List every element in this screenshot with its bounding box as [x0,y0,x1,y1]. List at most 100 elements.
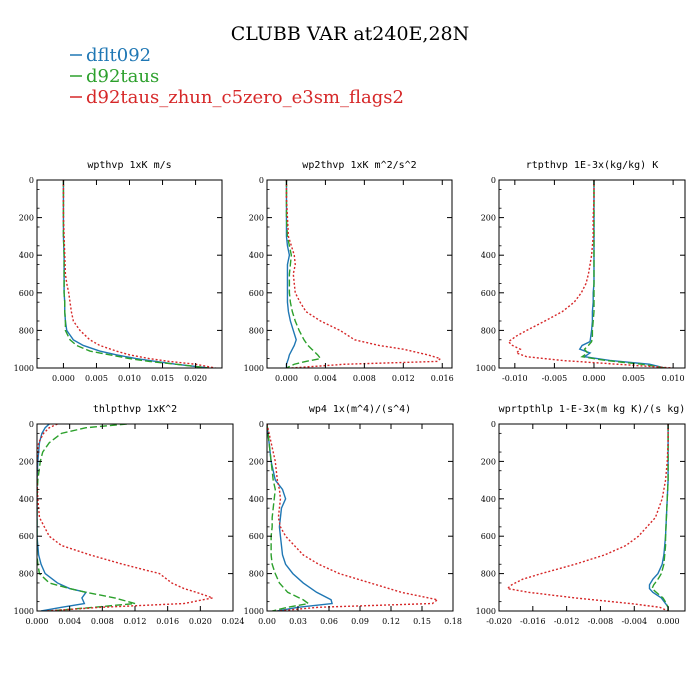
series-line-d92taus-zhun-c5zero-e3sm-flags2 [62,180,216,368]
y-tick-label: 600 [249,532,264,541]
legend-item-d92taus: d92taus [70,66,159,87]
y-tick-label: 1000 [244,607,264,616]
panel-wprtpthlp: wprtpthlp 1-E-3x(m kg K)/(s kg)0 200 400 60… [476,404,686,626]
y-tick-label: 800 [19,326,34,335]
series-group [505,424,669,611]
series-line-d92taus [62,180,209,368]
x-tick-label: -0.020 [486,617,512,626]
y-tick-label: 1000 [476,364,496,373]
panel-title: rtpthvp 1E-3x(kg/kg) K [526,160,658,171]
x-tick-label: 0.03 [289,617,307,626]
x-tick-label: 0.016 [156,617,179,626]
series-line-d92taus-zhun-c5zero-e3sm-flags2 [507,180,674,368]
y-tick-label: 1000 [14,607,34,616]
panel-wp2thvp: wp2thvp 1xK m^2/s^2 0 200 400 600 800 1000 0.00… [244,160,454,383]
x-tick-label: 0.00 [258,617,276,626]
legend-label: dflt092 [86,45,151,66]
x-tick-label: 0.005 [85,374,108,383]
y-tick-label: 600 [19,532,34,541]
x-tick-label: 0.06 [320,617,338,626]
y-tick-label: 1000 [476,607,496,616]
panel-title: wp2thvp 1xK m^2/s^2 [302,160,416,171]
x-tick-label: -0.005 [542,374,568,383]
y-tick-label: 0 [491,420,496,429]
y-tick-label: 400 [481,251,496,260]
series-line-d92taus [285,180,322,368]
y-tick-label: 0 [259,176,264,185]
x-tick-label: 0.000 [275,374,298,383]
panel-rtpthvp: rtpthvp 1E-3x(kg/kg) K 0 200 400 600 800 1000 -… [476,160,686,383]
x-tick-label: 0.005 [622,374,645,383]
series-line-d92taus [37,424,136,611]
y-tick-label: 200 [19,457,34,466]
plot-frame [498,179,686,369]
series-line-d92taus [651,424,669,611]
x-tick-label: 0.010 [118,374,141,383]
series-group [285,180,442,368]
x-tick-label: 0.12 [382,617,400,626]
y-tick-label: 800 [249,326,264,335]
plot-frame [266,179,453,369]
x-tick-label: 0.15 [413,617,431,626]
x-tick-label: 0.016 [431,374,454,383]
x-tick-label: 0.000 [583,374,606,383]
legend-label: d92taus_zhun_c5zero_e3sm_flags2 [86,87,404,108]
legend-item-dflt092: dflt092 [70,45,151,66]
y-tick-label: 400 [19,495,34,504]
series-line-dflt092 [267,424,333,611]
x-tick-label: 0.008 [91,617,114,626]
y-tick-label: 200 [481,457,496,466]
x-tick-label: 0.000 [52,374,75,383]
series-group [62,180,216,368]
y-tick-label: 200 [249,457,264,466]
x-tick-label: 0.020 [184,374,207,383]
x-tick-label: 0.012 [124,617,147,626]
x-tick-label: -0.012 [554,617,580,626]
y-tick-label: 0 [491,176,496,185]
y-tick-label: 1000 [14,364,34,373]
legend-item-d92taus-zhun: d92taus_zhun_c5zero_e3sm_flags2 [70,87,404,108]
y-tick-label: 200 [249,214,264,223]
y-tick-label: 600 [481,532,496,541]
y-tick-label: 800 [481,326,496,335]
x-tick-label: 0.010 [662,374,685,383]
y-tick-label: 400 [19,251,34,260]
series-line-d92taus [580,180,666,368]
panel-wpthvp: wpthvp 1xK m/s 0 200 400 600 800 1000 0.000 0.00… [14,160,223,383]
legend: dflt092 d92taus d92taus_zhun_c5zero_e3sm… [70,45,404,108]
y-tick-label: 800 [249,570,264,579]
x-tick-label: 0.000 [657,617,680,626]
series-group [507,180,674,368]
plot-frame [498,423,686,612]
y-tick-label: 800 [481,570,496,579]
x-tick-label: -0.004 [621,617,647,626]
x-tick-label: 0.008 [353,374,376,383]
figure-title: CLUBB VAR at240E,28N [231,23,470,45]
x-tick-label: 0.004 [58,617,81,626]
x-tick-label: -0.016 [520,617,546,626]
y-tick-label: 600 [481,289,496,298]
y-tick-label: 400 [249,251,264,260]
x-tick-label: 0.015 [151,374,174,383]
panel-title: wpthvp 1xK m/s [87,160,171,171]
series-line-d92taus-zhun-c5zero-e3sm-flags2 [267,424,440,611]
y-tick-label: 400 [481,495,496,504]
panel-title: wprtpthlp 1-E-3x(m kg K)/(s kg) [499,404,686,415]
panel-title: wp4 1x(m^4)/(s^4) [309,404,411,415]
x-tick-label: 0.000 [26,617,49,626]
y-tick-label: 800 [19,570,34,579]
panel-title: thlpthvp 1xK^2 [93,404,177,415]
x-tick-label: 0.024 [222,617,245,626]
x-tick-label: 0.012 [392,374,415,383]
y-tick-label: 200 [481,214,496,223]
x-tick-label: 0.18 [444,617,462,626]
x-tick-label: 0.004 [314,374,337,383]
x-tick-label: 0.020 [189,617,212,626]
y-tick-label: 600 [249,289,264,298]
y-tick-label: 200 [19,214,34,223]
series-line-dflt092 [285,180,297,368]
x-tick-label: 0.09 [351,617,369,626]
